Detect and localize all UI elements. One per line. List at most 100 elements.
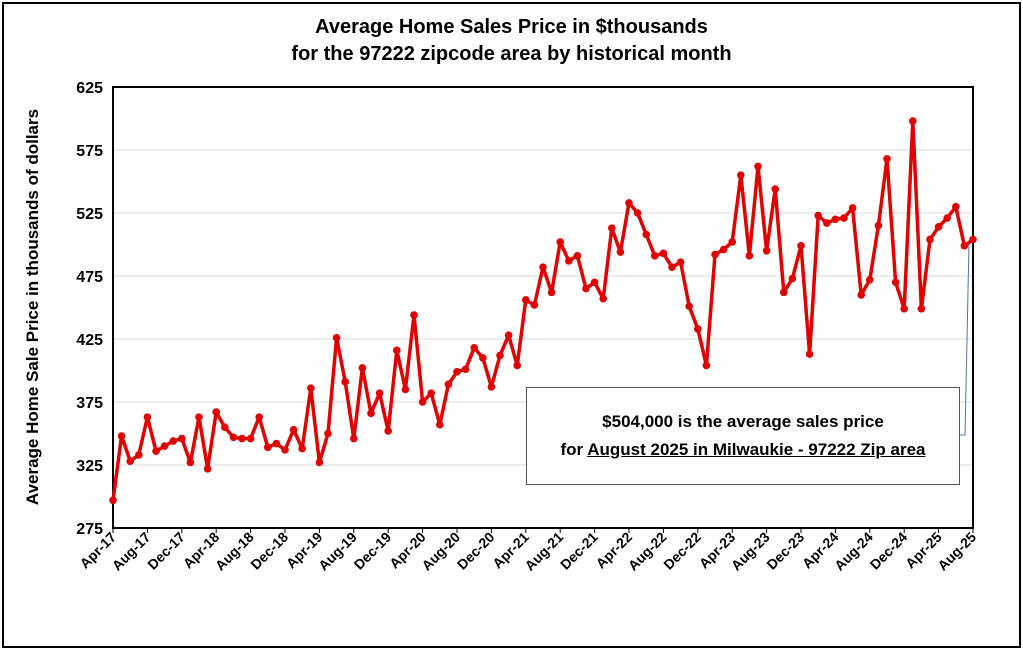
chart-title-line2: for the 97222 zipcode area by historical… (291, 43, 732, 65)
data-point (272, 439, 281, 448)
x-tick-label: Dec-22 (660, 529, 704, 573)
data-point (848, 204, 857, 212)
x-tick-label: Dec-18 (247, 529, 291, 573)
y-tick-label: 575 (76, 143, 103, 160)
x-tick-label: Dec-21 (557, 529, 601, 573)
data-point (823, 219, 831, 227)
data-point (436, 420, 444, 429)
data-point (289, 425, 298, 434)
data-point (573, 252, 582, 260)
data-point (375, 389, 384, 397)
data-point (900, 304, 908, 313)
y-tick-label: 475 (76, 269, 103, 286)
data-point (762, 247, 771, 255)
x-tick-label: Aug-18 (212, 529, 257, 574)
x-tick-label: Aug-20 (418, 529, 463, 574)
x-tick-label: Aug-17 (109, 529, 154, 574)
data-point (427, 389, 436, 397)
data-point (625, 199, 633, 207)
data-point (178, 434, 186, 443)
data-point (909, 117, 917, 125)
data-point (857, 291, 865, 299)
data-point (659, 249, 668, 258)
data-point (453, 367, 461, 376)
x-tick-label: Aug-22 (625, 529, 670, 574)
data-point (805, 350, 814, 358)
data-point (281, 446, 289, 454)
data-point (771, 185, 779, 193)
data-point (324, 429, 332, 438)
data-point (530, 301, 539, 309)
data-point (246, 434, 255, 443)
data-point (513, 361, 521, 370)
y-tick-label: 525 (76, 206, 103, 223)
data-point (642, 230, 650, 239)
data-point (444, 380, 453, 389)
data-point (952, 202, 960, 211)
annotation-leader (960, 243, 970, 436)
data-point (358, 364, 367, 372)
data-point (651, 252, 659, 260)
data-point (109, 496, 117, 505)
data-point (883, 155, 891, 163)
x-tick-label: Dec-24 (867, 529, 911, 573)
data-point (117, 432, 126, 440)
data-point (754, 162, 762, 171)
data-point (384, 427, 393, 435)
x-tick-label: Dec-23 (763, 529, 807, 573)
data-point (238, 434, 246, 443)
x-tick-label: Dec-17 (144, 529, 188, 573)
data-point (960, 241, 969, 250)
annotation-line2-underlined: August 2025 in Milwaukie - 97222 Zip are… (587, 440, 926, 459)
data-point (685, 302, 693, 311)
data-point (926, 235, 934, 244)
x-tick-label: Aug-19 (315, 529, 360, 574)
data-point (745, 252, 754, 260)
x-tick-label: Aug-21 (521, 529, 566, 574)
data-point (676, 258, 685, 266)
data-point (393, 346, 401, 355)
data-point (401, 385, 410, 394)
data-point (350, 434, 358, 443)
data-point (410, 311, 418, 319)
data-point (315, 458, 324, 467)
data-point (633, 209, 642, 217)
data-point (522, 296, 530, 304)
data-point (702, 361, 711, 370)
data-point (616, 248, 625, 256)
data-point (479, 354, 487, 362)
data-point (711, 250, 719, 259)
y-tick-label: 375 (76, 395, 103, 412)
data-point (504, 331, 513, 340)
data-point (126, 457, 134, 466)
data-point (969, 235, 977, 244)
data-point (599, 294, 607, 303)
data-point (917, 304, 926, 313)
plot-border (112, 86, 974, 529)
y-tick-label: 425 (76, 332, 103, 349)
data-point (891, 278, 900, 287)
chart-title: Average Home Sales Price in $thousands f… (0, 14, 1023, 68)
data-point (229, 433, 238, 442)
data-point (341, 378, 350, 386)
data-point (221, 423, 229, 432)
annotation-line2-prefix: for (560, 440, 588, 459)
data-point (160, 442, 169, 450)
annotation-line2: for August 2025 in Milwaukie - 97222 Zip… (527, 440, 959, 460)
data-point (186, 458, 195, 467)
data-point (332, 333, 341, 342)
data-point (487, 383, 496, 391)
data-point (367, 409, 375, 418)
data-point (169, 437, 177, 445)
data-point (668, 263, 676, 271)
y-tick-label: 325 (76, 458, 103, 475)
data-point (470, 344, 479, 352)
x-tick-label: Aug-25 (934, 529, 979, 574)
data-point (780, 288, 788, 297)
data-point (255, 413, 263, 421)
x-tick-label: Dec-20 (454, 529, 498, 573)
data-point (496, 351, 504, 360)
data-point (152, 447, 160, 455)
